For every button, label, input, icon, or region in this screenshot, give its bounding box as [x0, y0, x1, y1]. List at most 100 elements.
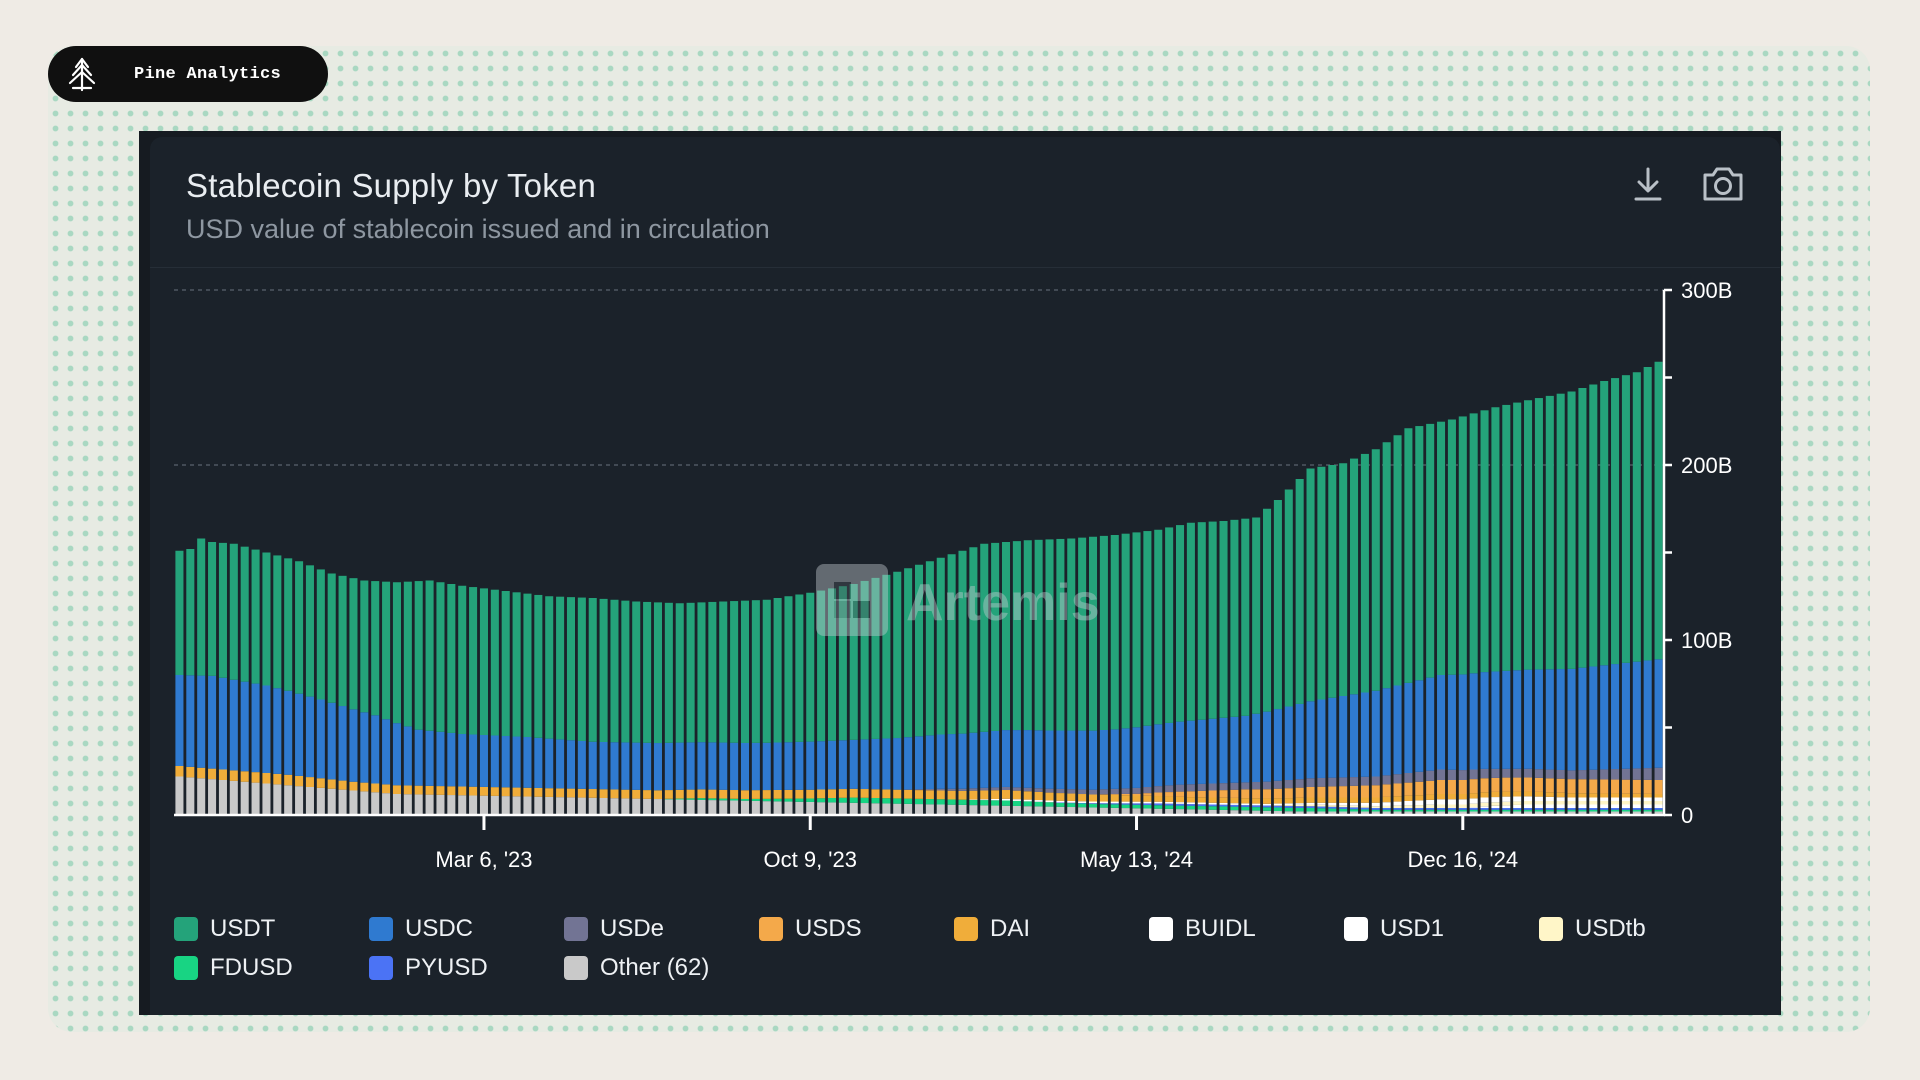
bar-segment-fdusd[interactable] [1241, 806, 1250, 811]
bar-segment-usde[interactable] [1176, 784, 1185, 792]
bar-segment-usdc[interactable] [403, 726, 412, 786]
bar-segment-dai[interactable] [610, 789, 619, 799]
bar-segment-usds[interactable] [1110, 794, 1119, 795]
bar-segment-usde[interactable] [1621, 768, 1630, 780]
bar-segment-usdtb[interactable] [1339, 805, 1348, 808]
bar-segment-fdusd[interactable] [1067, 803, 1076, 808]
bar-segment-other[interactable] [1219, 809, 1228, 815]
bar-segment-usd1[interactable] [1513, 804, 1522, 808]
bar-segment-fdusd[interactable] [1415, 809, 1424, 812]
bar-segment-usde[interactable] [1099, 789, 1108, 795]
legend-item-fdusd[interactable]: FDUSD [174, 954, 293, 982]
bar-segment-usdt[interactable] [740, 600, 750, 743]
bar-segment-usdt[interactable] [273, 555, 282, 689]
bar-segment-usds[interactable] [1469, 779, 1478, 794]
bar-segment-usdt[interactable] [403, 581, 412, 727]
bar-segment-usdc[interactable] [740, 742, 750, 791]
bar-segment-usdt[interactable] [371, 581, 380, 716]
bar-segment-dai[interactable] [588, 789, 597, 798]
bar-segment-usdc[interactable] [338, 706, 347, 781]
bar-segment-pyusd[interactable] [1632, 808, 1641, 810]
bar-segment-dai[interactable] [991, 790, 1000, 799]
bar-segment-usdt[interactable] [838, 586, 847, 741]
bar-segment-other[interactable] [327, 788, 336, 815]
bar-segment-pyusd[interactable] [1328, 806, 1337, 809]
bar-segment-other[interactable] [697, 799, 706, 815]
bar-segment-pyusd[interactable] [1078, 802, 1087, 804]
bar-segment-usdc[interactable] [860, 739, 869, 790]
bar-segment-usds[interactable] [1426, 780, 1435, 795]
bar-segment-buidl[interactable] [1415, 800, 1424, 806]
legend-item-usdtb[interactable]: USDtb [1539, 915, 1646, 943]
bar-segment-usdt[interactable] [1154, 529, 1163, 725]
bar-segment-dai[interactable] [1219, 797, 1228, 803]
bar-segment-buidl[interactable] [991, 798, 1000, 801]
bar-segment-usdtb[interactable] [1643, 801, 1652, 805]
bar-segment-fdusd[interactable] [1317, 808, 1326, 812]
bar-segment-other[interactable] [1001, 805, 1011, 815]
bar-segment-fdusd[interactable] [1382, 809, 1391, 812]
bar-segment-other[interactable] [784, 801, 793, 815]
bar-segment-dai[interactable] [1382, 796, 1391, 803]
bar-segment-dai[interactable] [914, 790, 924, 799]
bar-segment-pyusd[interactable] [1415, 808, 1424, 810]
bar-segment-usdc[interactable] [316, 699, 325, 779]
bar-segment-usde[interactable] [1273, 780, 1282, 789]
bar-segment-usdc[interactable] [577, 740, 586, 789]
bar-segment-dai[interactable] [1491, 791, 1500, 798]
bar-segment-fdusd[interactable] [1230, 806, 1239, 811]
bar-segment-usdc[interactable] [1382, 688, 1391, 776]
bar-segment-usdc[interactable] [1197, 719, 1206, 784]
bar-segment-usdt[interactable] [1012, 541, 1021, 731]
bar-segment-dai[interactable] [904, 789, 913, 799]
bar-segment-usdt[interactable] [458, 585, 467, 735]
bar-segment-usdt[interactable] [1263, 508, 1272, 712]
bar-segment-dai[interactable] [479, 786, 488, 796]
bar-segment-fdusd[interactable] [1143, 804, 1152, 809]
bar-segment-other[interactable] [566, 797, 575, 815]
bar-segment-other[interactable] [577, 797, 586, 815]
bar-segment-usdc[interactable] [251, 683, 260, 773]
bar-segment-usdc[interactable] [893, 738, 902, 790]
bar-segment-usdtb[interactable] [1328, 805, 1337, 807]
bar-segment-other[interactable] [1023, 806, 1032, 815]
bar-segment-usde[interactable] [1252, 782, 1261, 790]
bar-segment-usdt[interactable] [817, 590, 826, 742]
bar-segment-usds[interactable] [1447, 780, 1456, 794]
bar-segment-usds[interactable] [1578, 779, 1587, 794]
bar-segment-pyusd[interactable] [1284, 805, 1293, 808]
bar-segment-usd1[interactable] [1643, 804, 1652, 809]
bar-segment-usde[interactable] [1067, 789, 1076, 794]
bar-segment-buidl[interactable] [1556, 797, 1565, 801]
bar-segment-usdt[interactable] [675, 603, 684, 743]
bar-segment-other[interactable] [925, 804, 934, 815]
bar-segment-dai[interactable] [186, 766, 195, 778]
bar-segment-buidl[interactable] [1643, 797, 1652, 802]
bar-segment-usdt[interactable] [1208, 521, 1217, 719]
bar-segment-usde[interactable] [1197, 783, 1206, 791]
bar-segment-usdc[interactable] [1404, 682, 1413, 774]
bar-segment-fdusd[interactable] [784, 798, 793, 802]
bar-segment-fdusd[interactable] [904, 798, 913, 804]
bar-segment-pyusd[interactable] [1099, 803, 1108, 805]
bar-segment-buidl[interactable] [1121, 801, 1130, 804]
bar-segment-fdusd[interactable] [882, 798, 891, 804]
bar-segment-pyusd[interactable] [1654, 808, 1663, 810]
bar-segment-usdc[interactable] [1001, 730, 1011, 787]
bar-segment-dai[interactable] [969, 790, 978, 800]
bar-segment-pyusd[interactable] [1088, 803, 1098, 804]
bar-segment-usde[interactable] [1404, 773, 1413, 783]
bar-segment-usdtb[interactable] [1567, 801, 1576, 805]
bar-segment-buidl[interactable] [1339, 802, 1348, 806]
bar-segment-dai[interactable] [1295, 797, 1304, 804]
bar-segment-usdc[interactable] [1154, 724, 1163, 787]
legend-item-usdc[interactable]: USDC [369, 915, 473, 943]
bar-segment-dai[interactable] [632, 789, 641, 799]
bar-segment-usdc[interactable] [1317, 699, 1326, 778]
bar-segment-buidl[interactable] [1197, 802, 1206, 805]
bar-segment-usds[interactable] [1273, 788, 1282, 799]
bar-segment-usdt[interactable] [1045, 539, 1054, 731]
bar-segment-usde[interactable] [1056, 788, 1065, 794]
bar-segment-usd1[interactable] [1632, 804, 1641, 809]
bar-segment-usds[interactable] [1197, 790, 1206, 798]
